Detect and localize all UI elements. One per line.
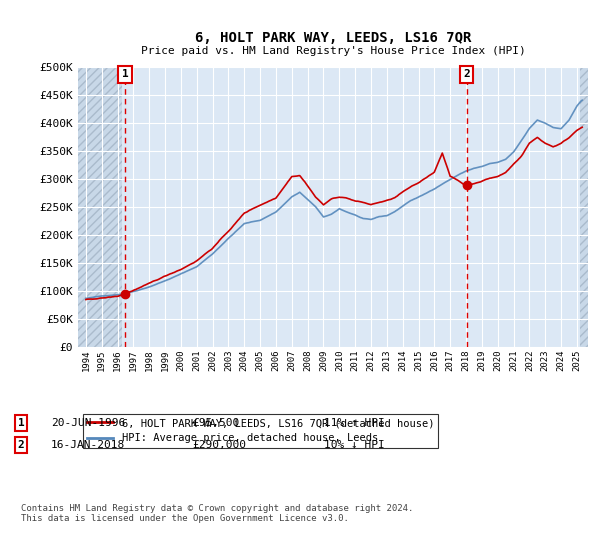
Bar (78, 67, 122, 347)
Text: 2: 2 (463, 69, 470, 79)
Text: 2: 2 (17, 440, 25, 450)
Text: 10% ↓ HPI: 10% ↓ HPI (324, 440, 385, 450)
Text: 20-JUN-1996: 20-JUN-1996 (51, 418, 125, 428)
Bar (580, 67, 588, 347)
Text: 1: 1 (122, 69, 128, 79)
Text: £95,500: £95,500 (192, 418, 239, 428)
Title: 6, HOLT PARK WAY, LEEDS, LS16 7QR: 6, HOLT PARK WAY, LEEDS, LS16 7QR (195, 31, 471, 45)
Text: 16-JAN-2018: 16-JAN-2018 (51, 440, 125, 450)
Text: 1: 1 (17, 418, 25, 428)
Legend: 6, HOLT PARK WAY, LEEDS, LS16 7QR (detached house), HPI: Average price, detached: 6, HOLT PARK WAY, LEEDS, LS16 7QR (detac… (83, 414, 439, 447)
Text: Contains HM Land Registry data © Crown copyright and database right 2024.
This d: Contains HM Land Registry data © Crown c… (21, 504, 413, 524)
Text: £290,000: £290,000 (192, 440, 246, 450)
Text: Price paid vs. HM Land Registry's House Price Index (HPI): Price paid vs. HM Land Registry's House … (140, 46, 526, 56)
Text: 11% ↑ HPI: 11% ↑ HPI (324, 418, 385, 428)
